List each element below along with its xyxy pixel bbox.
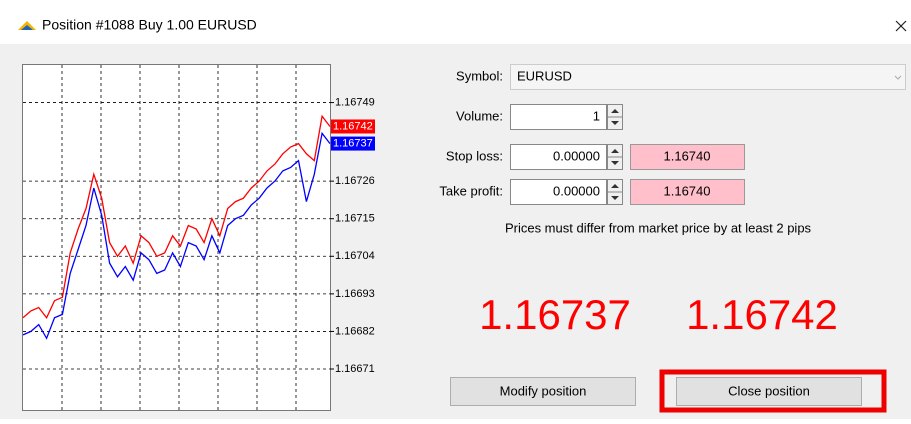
spinner-down bbox=[611, 161, 619, 165]
bid-price: 1.16737 bbox=[479, 291, 631, 338]
stop-loss-price: 1.16740 bbox=[664, 148, 711, 163]
app-icon-inner bbox=[21, 25, 33, 30]
y-tick-label: 1.16693 bbox=[335, 288, 375, 300]
y-tick-label: 1.16671 bbox=[335, 363, 375, 375]
y-tick-label: 1.16726 bbox=[335, 175, 375, 187]
last-price-label: 1.16742 bbox=[333, 120, 373, 132]
price-line bbox=[22, 131, 331, 340]
modify-button[interactable] bbox=[450, 377, 636, 406]
close-icon[interactable] bbox=[895, 20, 907, 32]
stop-loss-value: 0.00000 bbox=[553, 148, 600, 163]
volume-label: Volume: bbox=[456, 108, 503, 123]
spinner-up bbox=[611, 109, 619, 113]
y-tick-label: 1.16749 bbox=[335, 96, 375, 108]
spinner-down bbox=[611, 121, 619, 125]
close-button[interactable] bbox=[676, 377, 862, 406]
last-price-label: 1.16737 bbox=[333, 137, 373, 149]
ask-price: 1.16742 bbox=[686, 291, 838, 338]
stop-loss-price-box bbox=[630, 144, 745, 170]
symbol-label: Symbol: bbox=[456, 68, 503, 83]
modify-button-label: Modify position bbox=[500, 383, 587, 398]
close-button-label: Close position bbox=[728, 383, 810, 398]
chart: 1.16749 1.16726 1.16715 1.16704 1.16693 1.166… bbox=[22, 65, 375, 410]
take-profit-label: Take profit: bbox=[439, 183, 503, 198]
price-line bbox=[22, 114, 331, 320]
dropdown-arrow bbox=[894, 75, 902, 80]
y-tick-label: 1.16715 bbox=[335, 213, 375, 225]
take-profit-value: 0.00000 bbox=[553, 183, 600, 198]
note: Prices must differ from market price by … bbox=[505, 220, 812, 235]
title-bar bbox=[0, 0, 911, 44]
spinner-up bbox=[611, 184, 619, 188]
symbol-value: EURUSD bbox=[517, 68, 572, 83]
volume-input[interactable] bbox=[510, 104, 607, 130]
stop-loss-input[interactable] bbox=[510, 144, 607, 170]
last-price-tag bbox=[331, 119, 375, 134]
spinner-up bbox=[611, 149, 619, 153]
symbol-select[interactable] bbox=[510, 64, 906, 90]
take-profit-price-box bbox=[630, 179, 745, 205]
take-profit-input[interactable] bbox=[510, 179, 607, 205]
last-price-tag bbox=[331, 136, 375, 151]
spinners bbox=[607, 104, 623, 205]
y-tick-label: 1.16682 bbox=[335, 325, 375, 337]
spinner-down bbox=[611, 196, 619, 200]
y-tick-label: 1.16704 bbox=[335, 250, 375, 262]
stop-loss-label: Stop loss: bbox=[446, 148, 503, 163]
volume-value: 1 bbox=[593, 108, 600, 123]
window-title: Position #1088 Buy 1.00 EURUSD bbox=[42, 17, 257, 33]
highlight-box bbox=[659, 369, 887, 413]
take-profit-price: 1.16740 bbox=[664, 183, 711, 198]
chart-box bbox=[22, 64, 331, 411]
